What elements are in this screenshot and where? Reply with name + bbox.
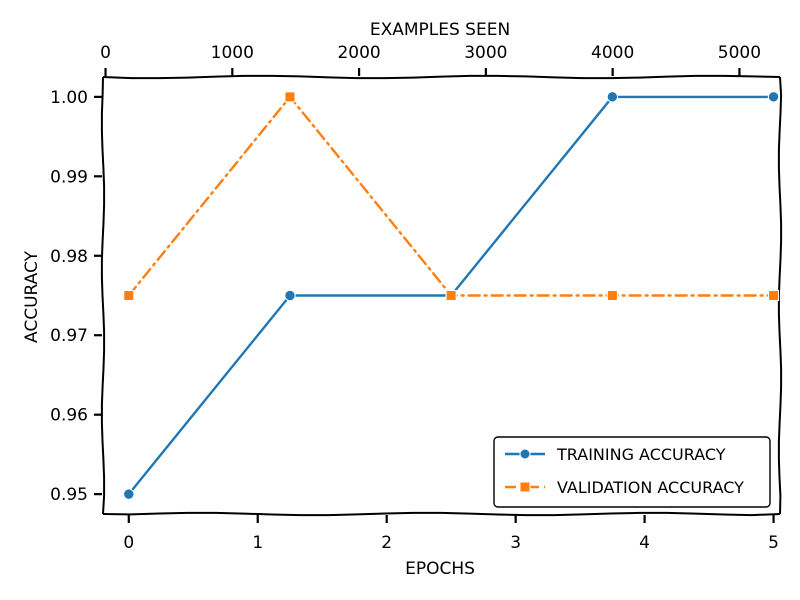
point-training-accuracy-1 bbox=[284, 289, 296, 302]
legend-item-training: TRAINING ACCURACY bbox=[505, 445, 726, 464]
x-tick-label-4: 4 bbox=[639, 533, 650, 553]
y-tick-label-5: 1.00 bbox=[50, 88, 88, 108]
y-tick-label-0: 0.95 bbox=[50, 485, 88, 505]
series-layer bbox=[123, 91, 780, 500]
x-tick-label-5: 5 bbox=[768, 533, 779, 553]
y-tick-label-3: 0.98 bbox=[50, 247, 88, 267]
point-training-accuracy-4 bbox=[767, 91, 780, 103]
x-tick-label-1: 1 bbox=[252, 533, 263, 553]
y-tick-label-2: 0.97 bbox=[50, 326, 88, 346]
point-validation-accuracy-0 bbox=[123, 290, 135, 301]
x-tick-label-3: 3 bbox=[510, 533, 521, 553]
top-x-axis: 0 1000 2000 3000 4000 5000 bbox=[100, 43, 761, 76]
legend-item-validation: VALIDATION ACCURACY bbox=[505, 478, 744, 497]
plot-frame bbox=[100, 74, 783, 517]
legend-label-validation: VALIDATION ACCURACY bbox=[557, 478, 744, 497]
top-axis-label: EXAMPLES SEEN bbox=[370, 20, 510, 40]
top-tick-label-3: 3000 bbox=[464, 43, 507, 63]
x-tick-label-0: 0 bbox=[123, 533, 134, 553]
x-axis-label: EPOCHS bbox=[405, 559, 475, 579]
point-training-accuracy-3 bbox=[606, 91, 619, 103]
frame-bottom bbox=[102, 511, 781, 517]
x-tick-label-2: 2 bbox=[381, 533, 392, 553]
top-tick-label-4: 4000 bbox=[591, 43, 634, 63]
point-validation-accuracy-4 bbox=[768, 290, 780, 301]
legend-marker-training bbox=[519, 448, 531, 460]
y-tick-label-4: 0.99 bbox=[50, 167, 88, 187]
point-validation-accuracy-2 bbox=[445, 290, 457, 301]
legend-label-training: TRAINING ACCURACY bbox=[556, 445, 726, 464]
top-tick-label-5: 5000 bbox=[718, 43, 761, 63]
bottom-x-axis: 0 1 2 3 4 5 bbox=[123, 515, 779, 553]
frame-left bbox=[100, 76, 106, 515]
point-training-accuracy-0 bbox=[123, 488, 135, 500]
legend-box bbox=[493, 436, 771, 508]
frame-top bbox=[102, 74, 781, 80]
top-tick-label-0: 0 bbox=[100, 43, 111, 63]
y-axis-label: ACCURACY bbox=[22, 250, 42, 343]
y-axis: 0.95 0.96 0.97 0.98 0.99 1.00 bbox=[50, 88, 102, 505]
top-tick-label-1: 1000 bbox=[211, 43, 254, 63]
point-validation-accuracy-1 bbox=[284, 91, 296, 103]
series-line-validation-accuracy bbox=[127, 95, 775, 297]
legend-marker-validation bbox=[519, 481, 531, 493]
y-tick-label-1: 0.96 bbox=[50, 406, 88, 426]
top-tick-label-2: 2000 bbox=[337, 43, 380, 63]
point-validation-accuracy-3 bbox=[606, 290, 618, 301]
frame-right bbox=[777, 76, 783, 515]
legend: TRAINING ACCURACY VALIDATION ACCURACY bbox=[493, 436, 771, 508]
